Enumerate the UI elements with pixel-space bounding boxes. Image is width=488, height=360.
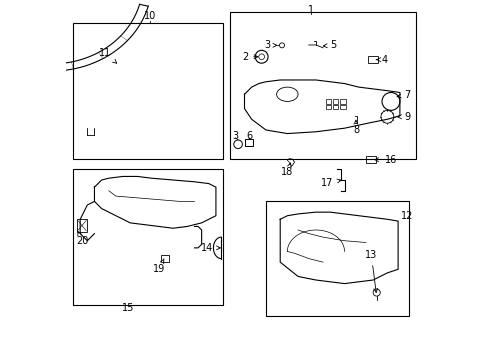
- Text: 7: 7: [396, 90, 410, 100]
- Bar: [77, 219, 87, 232]
- Bar: [332, 99, 338, 104]
- Text: 20: 20: [76, 231, 88, 246]
- Bar: [230, 12, 415, 158]
- Text: 18: 18: [281, 163, 293, 177]
- Text: 13: 13: [365, 250, 377, 292]
- Bar: [265, 202, 408, 316]
- Bar: [73, 169, 223, 305]
- Bar: [339, 99, 345, 104]
- Text: 1: 1: [307, 5, 313, 15]
- Text: 3: 3: [232, 131, 238, 141]
- Bar: [73, 23, 223, 158]
- Text: 9: 9: [397, 112, 410, 122]
- Text: 6: 6: [246, 131, 252, 141]
- Bar: [365, 157, 375, 163]
- Text: 5: 5: [323, 40, 336, 50]
- Bar: [367, 57, 378, 63]
- Text: 19: 19: [152, 259, 164, 274]
- Text: 12: 12: [400, 211, 412, 221]
- Text: 14: 14: [201, 243, 220, 253]
- Bar: [160, 255, 169, 262]
- Bar: [325, 105, 331, 109]
- Text: 8: 8: [352, 120, 358, 135]
- Text: 3: 3: [264, 40, 276, 50]
- Text: 15: 15: [122, 303, 134, 313]
- Text: 17: 17: [321, 178, 341, 188]
- Text: 2: 2: [242, 52, 257, 62]
- Bar: [332, 105, 338, 109]
- Bar: [244, 139, 253, 146]
- Text: 16: 16: [374, 155, 396, 165]
- Text: 4: 4: [376, 55, 387, 64]
- Bar: [325, 99, 331, 104]
- Bar: [339, 105, 345, 109]
- Text: 10: 10: [143, 12, 156, 21]
- Text: 11: 11: [99, 48, 117, 63]
